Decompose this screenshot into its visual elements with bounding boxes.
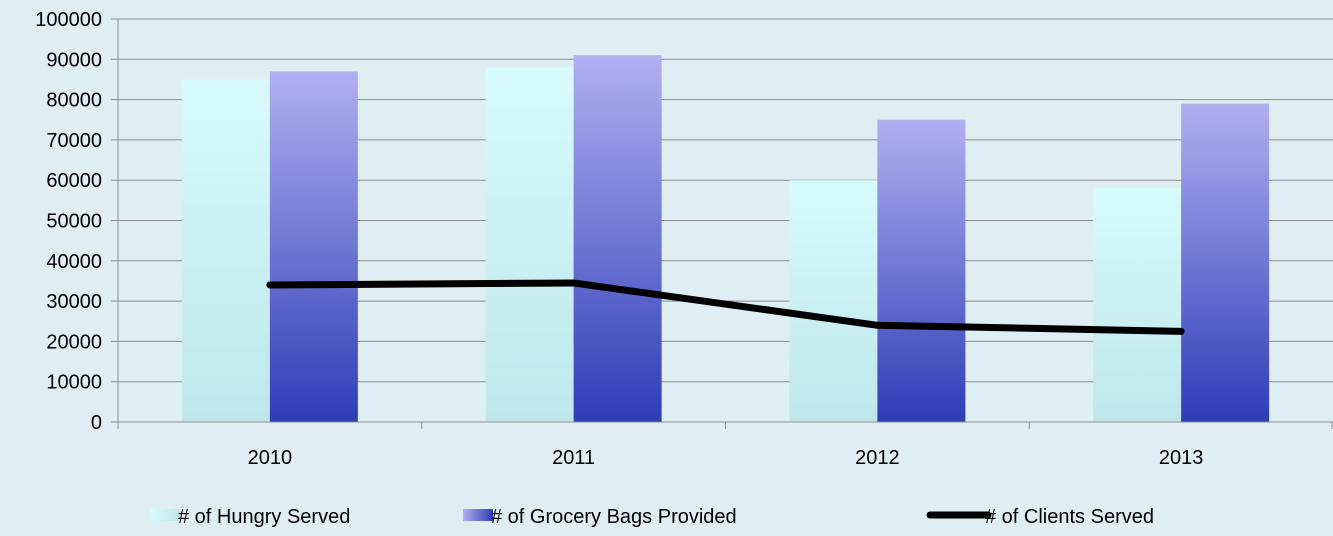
x-axis-tick-labels: 2010 2011 2012 2013	[248, 447, 1204, 469]
y-tick-label: 60000	[46, 170, 102, 192]
y-tick-label: 0	[91, 412, 102, 434]
x-tick-label: 2011	[552, 447, 595, 469]
y-tick-label: 100000	[35, 9, 102, 31]
y-tick-label: 80000	[46, 90, 102, 112]
bar-grocery-bags	[573, 55, 662, 423]
legend-hungry-served-swatch	[150, 509, 180, 521]
x-tick-label: 2012	[855, 447, 900, 469]
legend: # of Hungry Served # of Grocery Bags Prov…	[150, 506, 1154, 528]
bar-hungry-served	[1093, 188, 1182, 422]
y-tick-label: 40000	[46, 251, 102, 273]
axes	[117, 19, 1333, 429]
line-point	[573, 282, 575, 284]
bar-hungry-served	[181, 79, 270, 422]
legend-hungry-served-label: # of Hungry Served	[178, 506, 350, 528]
bars	[181, 55, 1270, 423]
line-point	[269, 284, 271, 286]
bar-grocery-bags	[269, 71, 358, 422]
bar-hungry-served	[485, 67, 574, 423]
x-tick-label: 2013	[1159, 447, 1204, 469]
y-tick-label: 10000	[46, 372, 102, 394]
line-point	[1180, 330, 1182, 332]
line-clients-served	[266, 279, 1185, 335]
legend-clients-served-label: # of Clients Served	[985, 506, 1154, 528]
y-tick-label: 90000	[46, 49, 102, 71]
line-point	[876, 324, 878, 326]
bar-hungry-served	[789, 180, 878, 422]
y-tick-label: 70000	[46, 130, 102, 152]
y-axis-tick-labels: 0 10000 20000 30000 40000 50000 60000 70000 8000…	[35, 9, 102, 434]
legend-grocery-bags-label: # of Grocery Bags Provided	[491, 506, 737, 528]
legend-grocery-bags-swatch	[463, 509, 493, 521]
x-tick-label: 2010	[248, 447, 293, 469]
clients-line	[266, 279, 1185, 335]
bar-grocery-bags	[877, 119, 966, 422]
y-tick-label: 20000	[46, 331, 102, 353]
y-tick-label: 30000	[46, 291, 102, 313]
bar-grocery-bags	[1181, 103, 1270, 422]
y-tick-label: 50000	[46, 211, 102, 233]
